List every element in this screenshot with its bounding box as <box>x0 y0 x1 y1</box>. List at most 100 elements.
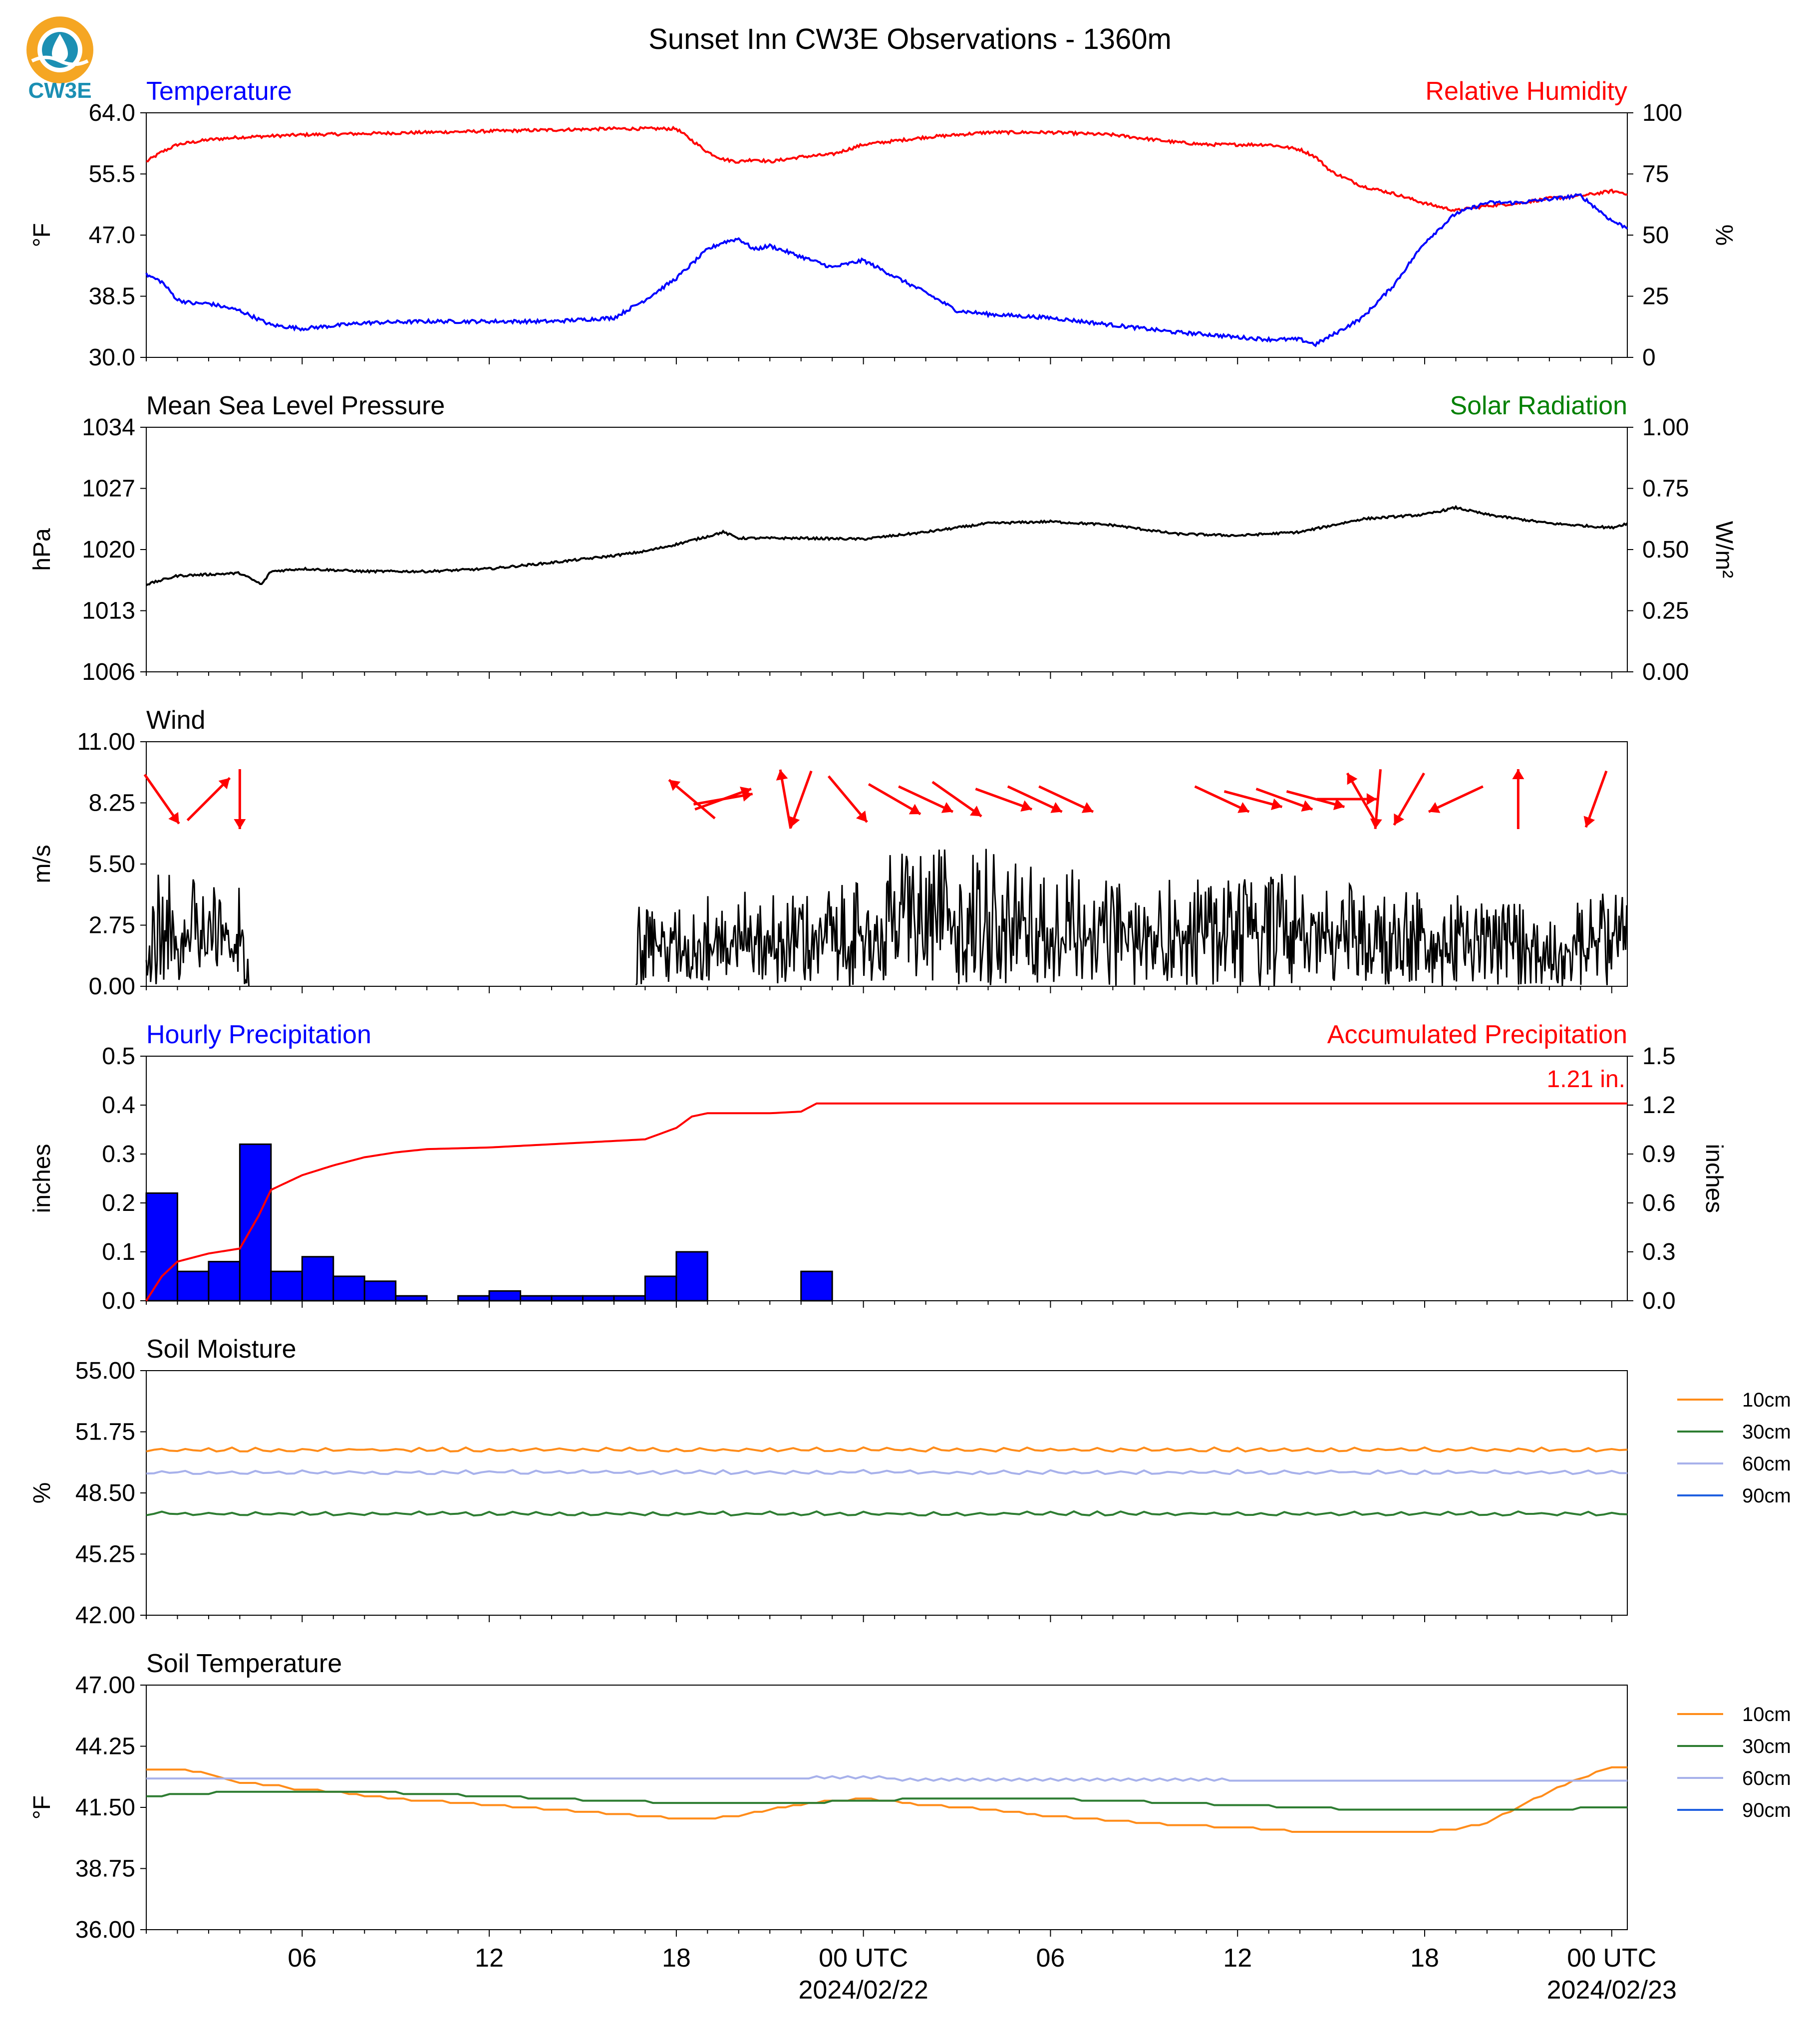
wind-arrow-head <box>788 816 800 828</box>
panel-title-left: Hourly Precipitation <box>146 1020 371 1049</box>
y-tick-label: 0.1 <box>102 1239 135 1265</box>
y-tick-label: 0.2 <box>102 1190 135 1216</box>
wind-arrow-head <box>969 806 982 817</box>
panel-title-right: Accumulated Precipitation <box>1327 1020 1627 1049</box>
y-tick-label: 38.5 <box>89 284 135 310</box>
wind-direction-arrow <box>827 775 868 823</box>
plot-frame <box>146 1056 1628 1301</box>
wind-direction-arrow <box>1286 790 1345 808</box>
precip-bar <box>582 1295 615 1302</box>
wind-arrow-head <box>776 769 788 781</box>
wind-arrow-head <box>909 804 921 815</box>
precip-bar <box>457 1295 490 1302</box>
y-right-tick-label: 50 <box>1642 222 1669 249</box>
wind-arrow-head <box>1270 798 1282 810</box>
y-tick-label: 64.0 <box>89 100 135 126</box>
y-tick-label: 55.5 <box>89 161 135 188</box>
y-tick-label: 1027 <box>82 476 135 502</box>
soil-temperature-line <box>146 1775 1627 1782</box>
logo-text: CW3E <box>28 78 91 103</box>
wind-direction-arrow <box>898 785 954 813</box>
precip-bar <box>332 1275 365 1302</box>
wind-speed-line <box>145 874 250 986</box>
wind-direction-arrow <box>1428 785 1484 813</box>
wind-direction-arrow <box>668 779 716 820</box>
x-tick-label: 18 <box>1410 1944 1439 1973</box>
soil-moisture-panel: 42.00 45.25 48.50 51.75 55.00% Soil Moisture 1… <box>29 1335 1791 1629</box>
y-right-tick-label: 1.00 <box>1642 414 1689 441</box>
precip-bar <box>208 1261 241 1302</box>
legend-label: 30cm <box>1742 1421 1791 1443</box>
plot-frame <box>146 1370 1628 1616</box>
y-tick-label: 36.00 <box>75 1917 135 1943</box>
y-right-tick-label: 0.0 <box>1642 1288 1676 1314</box>
precip-bar <box>301 1256 334 1302</box>
y-tick-label: 45.25 <box>75 1541 135 1568</box>
y-axis-label: hPa <box>29 528 55 571</box>
y-tick-label: 42.00 <box>75 1602 135 1629</box>
wind-arrow-head <box>1347 773 1358 785</box>
soil-temperature-line <box>146 1790 1627 1811</box>
wind-direction-arrow <box>1007 785 1063 813</box>
soil-moisture-line <box>146 1446 1628 1453</box>
y-tick-label: 11.00 <box>77 729 135 755</box>
y-right-axis-label: % <box>1711 225 1737 246</box>
accumulated-total-label: 1.21 in. <box>1547 1066 1625 1093</box>
y-tick-label: 2.75 <box>89 912 135 939</box>
wind-arrow-head <box>741 790 753 802</box>
soil-moisture-line <box>146 1468 1628 1475</box>
wind-direction-arrow <box>1223 790 1283 808</box>
y-axis-label: % <box>29 1482 55 1504</box>
panel-title-left: Wind <box>146 706 205 735</box>
x-tick-label: 06 <box>288 1944 316 1973</box>
y-tick-label: 0.4 <box>102 1092 135 1119</box>
y-tick-label: 48.50 <box>75 1480 135 1506</box>
y-tick-label: 1006 <box>82 659 135 685</box>
wind-arrow-head <box>1394 813 1405 825</box>
temperature-line <box>145 193 1628 347</box>
y-right-tick-label: 75 <box>1642 161 1669 188</box>
y-tick-label: 5.50 <box>89 851 135 877</box>
precip-bar <box>176 1270 210 1302</box>
y-right-tick-label: 100 <box>1642 100 1682 126</box>
y-right-axis-label: W/m² <box>1711 521 1737 579</box>
pressure-panel: 1006 1013 1020 1027 1034 0.00 0.25 0.50 0.75 1.00… <box>29 391 1737 685</box>
wind-arrow-head <box>1512 769 1524 779</box>
y-tick-label: 0.0 <box>102 1288 135 1314</box>
wind-arrow-head <box>1050 802 1062 813</box>
y-tick-label: 0.5 <box>102 1043 135 1070</box>
panel-title-right: Solar Radiation <box>1450 391 1627 420</box>
precip-bar <box>488 1290 522 1302</box>
plot-frame <box>146 1685 1628 1930</box>
y-right-tick-label: 0.6 <box>1642 1190 1676 1216</box>
y-right-tick-label: 1.5 <box>1642 1043 1676 1070</box>
y-right-axis-label: inches <box>1701 1144 1727 1213</box>
wind-panel: 0.00 2.75 5.50 8.25 11.00 m/s Wind <box>29 706 1628 1000</box>
legend-label: 30cm <box>1742 1736 1791 1757</box>
wind-arrow-head <box>234 819 246 829</box>
y-right-tick-label: 0.25 <box>1642 598 1689 624</box>
wind-direction-arrow <box>1255 788 1313 811</box>
y-tick-label: 51.75 <box>75 1419 135 1446</box>
soil-temperature-line <box>146 1766 1627 1833</box>
wind-arrow-head <box>1020 800 1032 812</box>
wind-arrow-head <box>1081 802 1094 813</box>
x-tick-label: 12 <box>1223 1944 1252 1973</box>
wind-direction-arrow <box>693 793 753 806</box>
precipitation-panel: 0.0 0.1 0.2 0.3 0.4 0.5 0.0 0.3 0.6 0.9 1.2 1.5 inch… <box>29 1020 1727 1314</box>
panel-title-left: Soil Temperature <box>146 1649 342 1678</box>
y-tick-label: 1020 <box>82 537 135 563</box>
y-axis-label: inches <box>29 1144 55 1213</box>
wind-arrow-head <box>168 812 179 824</box>
relative-humidity-line <box>146 125 1628 212</box>
precip-bar <box>800 1270 833 1302</box>
y-tick-label: 38.75 <box>75 1856 135 1882</box>
precip-bar <box>644 1275 677 1302</box>
soil-temperature-panel: 36.00 38.75 41.50 44.25 47.00 °F Soil Temperat… <box>29 1649 1791 1943</box>
wind-arrow-head <box>941 802 953 813</box>
precip-bar <box>363 1280 397 1302</box>
precip-bar <box>395 1295 428 1302</box>
wind-speed-line <box>635 849 1628 986</box>
legend-label: 90cm <box>1742 1799 1791 1821</box>
y-tick-label: 0.00 <box>89 973 135 1000</box>
